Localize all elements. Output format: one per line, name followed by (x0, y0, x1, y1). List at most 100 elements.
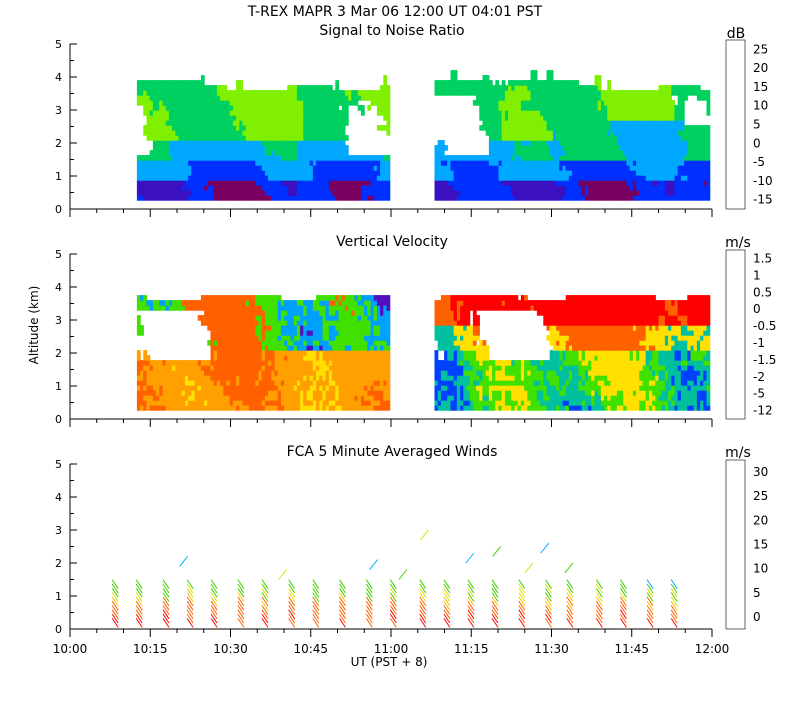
snr-cell (271, 95, 276, 101)
velocity-cell (261, 380, 266, 386)
snr-cell (232, 170, 237, 176)
snr-cell (383, 80, 388, 86)
snr-cell (440, 80, 445, 86)
snr-cell (335, 90, 340, 96)
snr-cell (290, 185, 295, 191)
velocity-cell (181, 400, 186, 406)
snr-cell (693, 90, 698, 96)
snr-cell (159, 140, 164, 146)
snr-cell (162, 100, 167, 106)
snr-cell (501, 175, 506, 181)
snr-cell (549, 170, 554, 176)
snr-cell (370, 95, 375, 101)
snr-cell (152, 140, 157, 146)
snr-cell (527, 155, 532, 161)
snr-cell (661, 190, 666, 196)
snr-cell (495, 170, 500, 176)
snr-cell (159, 185, 164, 191)
snr-cell (610, 135, 615, 141)
snr-cell (207, 145, 212, 151)
snr-cell (680, 120, 685, 126)
snr-cell (440, 85, 445, 91)
snr-cell (604, 175, 608, 181)
snr-cell (274, 110, 279, 116)
velocity-cell (293, 300, 298, 306)
velocity-cell (232, 330, 237, 336)
snr-cell (645, 115, 650, 121)
snr-cell (255, 110, 260, 116)
velocity-cell (268, 295, 272, 301)
snr-cell (210, 155, 215, 161)
snr-cell (652, 165, 656, 171)
snr-cell (136, 95, 141, 101)
snr-cell (162, 105, 167, 111)
snr-cell (687, 155, 692, 161)
snr-cell (309, 95, 314, 101)
snr-cell (152, 190, 157, 196)
snr-cell (604, 105, 608, 111)
velocity-cell (188, 365, 192, 371)
snr-cell (165, 105, 170, 111)
snr-cell (677, 195, 682, 201)
velocity-cell (306, 345, 311, 351)
snr-cell (591, 155, 596, 161)
velocity-cell (268, 300, 272, 306)
velocity-cell (162, 400, 167, 406)
snr-cell (524, 180, 528, 186)
snr-cell (524, 155, 528, 161)
snr-cell (194, 125, 199, 131)
snr-cell (229, 110, 234, 116)
snr-cell (575, 125, 580, 131)
snr-cell (671, 140, 676, 146)
velocity-cell (197, 385, 202, 391)
snr-cell (594, 140, 599, 146)
snr-cell (492, 110, 496, 116)
snr-cell (575, 165, 580, 171)
snr-cell (271, 145, 276, 151)
velocity-cell (168, 370, 173, 376)
snr-cell (188, 115, 192, 121)
snr-cell (620, 90, 624, 96)
velocity-cell (245, 395, 250, 401)
snr-cell (239, 90, 244, 96)
snr-cell (223, 125, 228, 131)
snr-cell (610, 160, 615, 166)
snr-cell (136, 85, 141, 91)
snr-cell (175, 90, 180, 96)
velocity-cell (207, 320, 212, 326)
snr-cell (152, 105, 157, 111)
snr-cell (524, 120, 528, 126)
snr-cell (143, 100, 148, 106)
snr-cell (136, 80, 141, 86)
velocity-cell (357, 295, 362, 301)
snr-cell (255, 150, 260, 156)
snr-cell (236, 135, 240, 141)
velocity-cell (245, 405, 250, 411)
velocity-cell (159, 370, 164, 376)
velocity-cell (300, 400, 304, 406)
snr-cell (450, 175, 455, 181)
velocity-cell (357, 330, 362, 336)
snr-cell (565, 105, 570, 111)
velocity-cell (232, 295, 237, 301)
snr-cell (220, 85, 224, 91)
snr-cell (440, 90, 445, 96)
snr-cell (620, 105, 624, 111)
snr-cell (661, 160, 666, 166)
snr-cell (287, 125, 292, 131)
snr-cell (236, 120, 240, 126)
snr-cell (245, 105, 250, 111)
snr-cell (168, 105, 173, 111)
snr-cell (607, 80, 612, 86)
velocity-cell (328, 390, 333, 396)
snr-cell (575, 85, 580, 91)
velocity-cell (274, 385, 279, 391)
snr-cell (255, 130, 260, 136)
velocity-cell (264, 400, 269, 406)
snr-cell (226, 135, 231, 141)
snr-cell (220, 175, 224, 181)
snr-cell (671, 115, 676, 121)
velocity-cell (287, 300, 292, 306)
snr-cell (357, 155, 362, 161)
snr-cell (594, 135, 599, 141)
